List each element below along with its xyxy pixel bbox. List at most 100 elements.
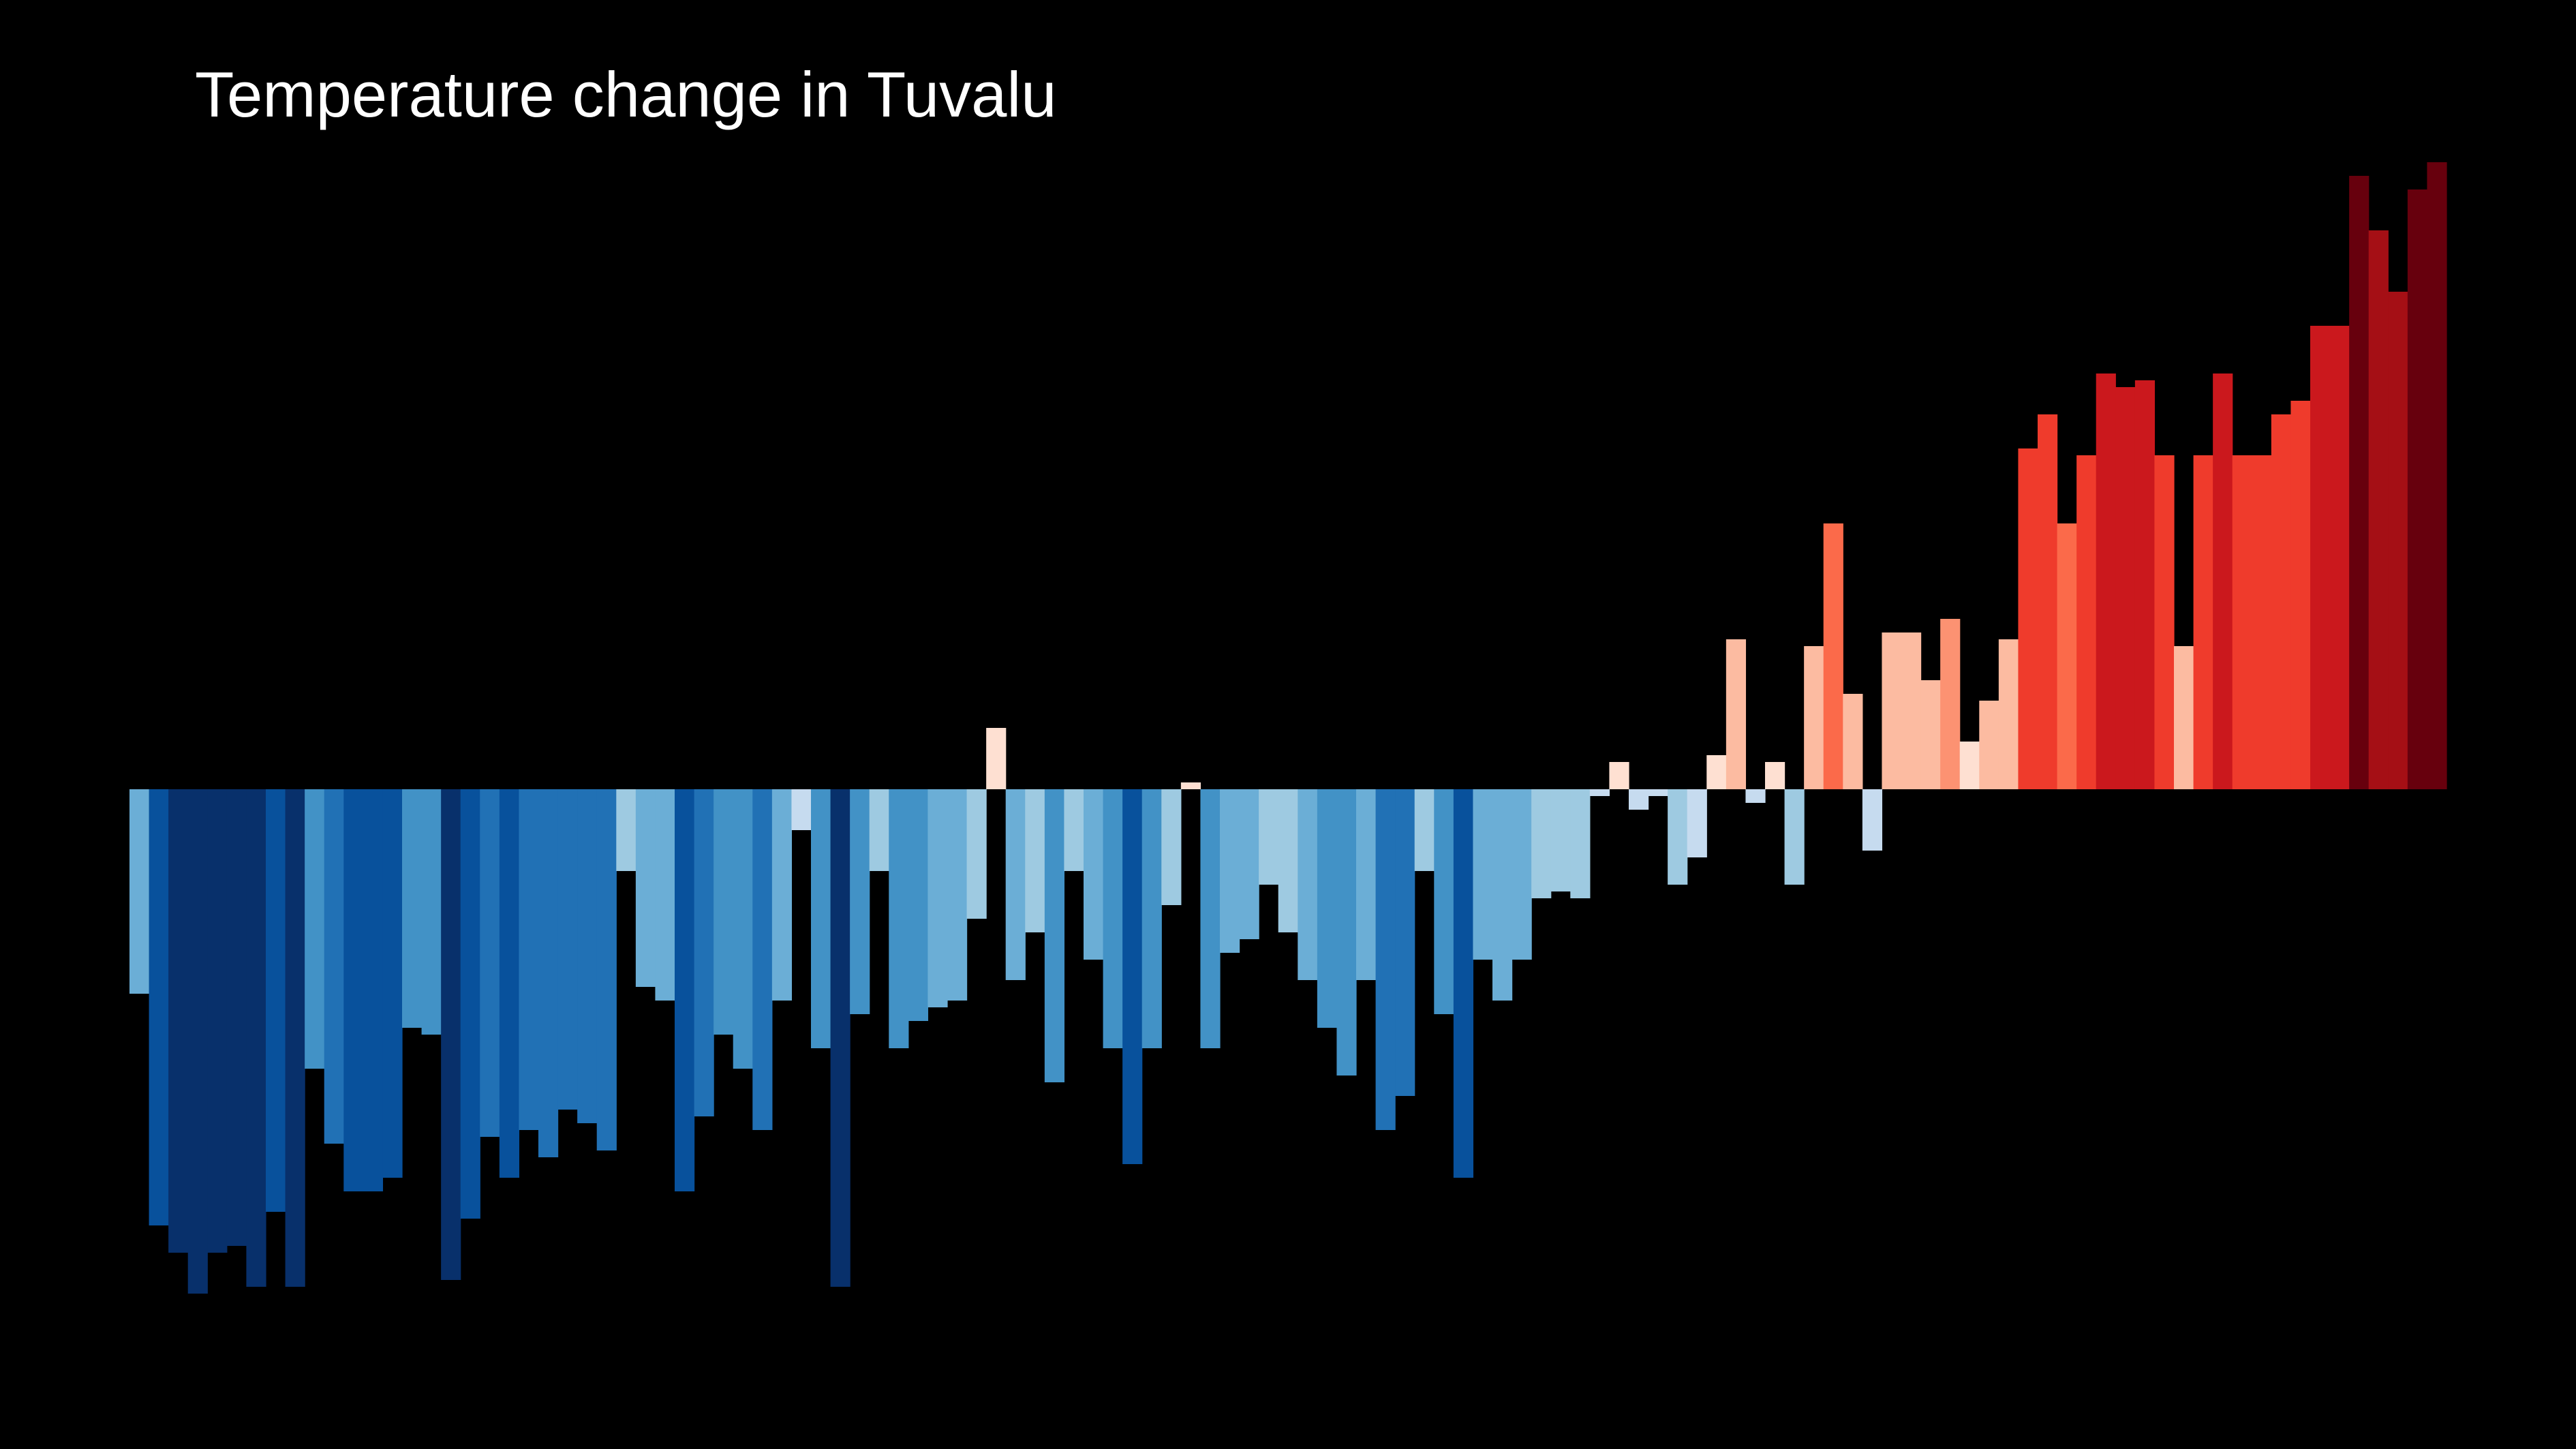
bar — [635, 789, 656, 987]
bar — [2154, 455, 2175, 789]
bar — [577, 789, 598, 1123]
bar — [246, 789, 266, 1287]
bar — [1901, 632, 1922, 789]
bar — [1531, 789, 1552, 898]
bar — [285, 789, 305, 1287]
bar — [1550, 789, 1571, 891]
bar — [655, 789, 675, 1001]
bar — [207, 789, 228, 1253]
bar — [557, 789, 578, 1110]
bar — [2349, 176, 2370, 789]
bar — [596, 789, 617, 1150]
bar — [675, 789, 695, 1191]
bar — [1589, 789, 1610, 796]
bar — [1862, 789, 1883, 851]
bar — [1064, 789, 1084, 871]
bar — [1025, 789, 1045, 932]
bar — [129, 789, 150, 994]
bar — [1395, 789, 1415, 1096]
bar — [226, 789, 247, 1246]
bar — [2232, 455, 2252, 789]
bar — [2427, 162, 2447, 789]
bar — [1706, 755, 1727, 789]
bar — [1336, 789, 1357, 1076]
bar — [1317, 789, 1338, 1028]
bar — [1726, 639, 1747, 789]
bar — [869, 789, 889, 871]
bar — [2271, 414, 2292, 789]
bar — [1103, 789, 1123, 1048]
bar — [1492, 789, 1513, 1001]
bar — [1434, 789, 1454, 1014]
bar — [460, 789, 480, 1219]
bar — [1882, 632, 1902, 789]
bar — [1141, 789, 1162, 1048]
bar — [1473, 789, 1493, 960]
bar — [2213, 373, 2233, 789]
bar — [382, 789, 403, 1178]
bar — [616, 789, 637, 871]
bar — [1745, 789, 1766, 803]
bar — [480, 789, 500, 1137]
bar — [1804, 646, 1824, 789]
bar — [966, 789, 987, 919]
bar — [927, 789, 948, 1007]
bar — [421, 789, 442, 1035]
bar — [2115, 387, 2136, 789]
bar — [1122, 789, 1143, 1164]
bar — [1979, 701, 1999, 789]
bar — [811, 789, 831, 1048]
bar — [1180, 782, 1201, 789]
bar — [850, 789, 870, 1014]
bar — [538, 789, 559, 1157]
bar — [694, 789, 714, 1116]
bar — [343, 789, 364, 1191]
bar — [305, 789, 325, 1069]
bar — [1823, 523, 1843, 789]
bar — [1687, 789, 1707, 857]
bar — [1959, 742, 1980, 789]
bar — [1220, 789, 1240, 953]
bar — [2310, 326, 2331, 789]
bar — [1298, 789, 1318, 980]
bar — [1259, 789, 1279, 885]
bar — [519, 789, 539, 1130]
bar — [2407, 189, 2428, 789]
bar — [1278, 789, 1298, 932]
bar — [1629, 789, 1649, 810]
bar — [1940, 619, 1961, 789]
bar — [1044, 789, 1065, 1082]
bar — [2096, 373, 2116, 789]
bar — [149, 789, 169, 1225]
bar — [2290, 401, 2311, 789]
bar — [2018, 448, 2038, 789]
bar — [2329, 326, 2350, 789]
bar — [1200, 789, 1221, 1048]
bar — [1512, 789, 1532, 960]
bar — [1998, 639, 2019, 789]
bar — [2057, 523, 2077, 789]
bar — [1784, 789, 1805, 885]
bar — [1843, 694, 1863, 789]
bar — [441, 789, 461, 1280]
bar — [1084, 789, 1104, 960]
bar — [1161, 789, 1182, 905]
bar — [714, 789, 734, 1035]
bar — [1005, 789, 1026, 980]
bar — [1375, 789, 1396, 1130]
bar — [2193, 455, 2213, 789]
bar — [2174, 646, 2194, 789]
bar — [1414, 789, 1435, 871]
bar — [2038, 414, 2058, 789]
bar — [1356, 789, 1377, 980]
bar — [889, 789, 909, 1048]
bar — [1239, 789, 1259, 939]
bar — [324, 789, 344, 1144]
bar — [908, 789, 929, 1021]
bar — [1920, 680, 1941, 789]
bar — [1570, 789, 1591, 898]
bar — [499, 789, 520, 1178]
bar — [2076, 455, 2097, 789]
bar — [187, 789, 208, 1294]
